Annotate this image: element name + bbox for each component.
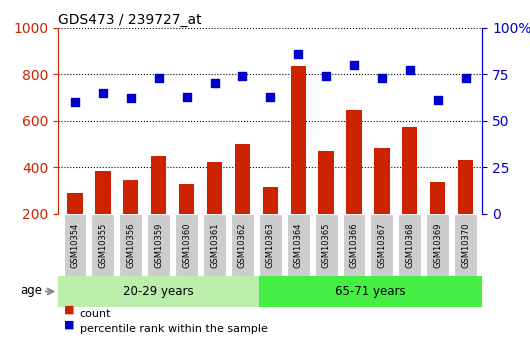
FancyBboxPatch shape <box>203 214 226 276</box>
Bar <box>346 110 361 260</box>
Point <box>322 73 330 79</box>
Bar <box>430 183 445 260</box>
Bar <box>179 184 195 260</box>
Text: GSM10354: GSM10354 <box>70 222 80 268</box>
Point <box>266 94 275 99</box>
Point <box>182 94 191 99</box>
FancyBboxPatch shape <box>147 214 170 276</box>
Text: GSM10368: GSM10368 <box>405 222 414 268</box>
Point <box>210 81 219 86</box>
FancyBboxPatch shape <box>259 214 282 276</box>
FancyBboxPatch shape <box>287 214 310 276</box>
Point <box>405 68 414 73</box>
Text: GSM10369: GSM10369 <box>433 222 442 268</box>
Text: percentile rank within the sample: percentile rank within the sample <box>80 325 267 334</box>
Point <box>350 62 358 68</box>
Bar <box>458 160 473 260</box>
FancyBboxPatch shape <box>58 276 259 307</box>
Bar <box>67 193 83 260</box>
Bar <box>263 187 278 260</box>
Point <box>378 75 386 81</box>
Point <box>71 99 80 105</box>
Bar <box>207 161 222 260</box>
Point <box>99 90 107 96</box>
FancyBboxPatch shape <box>342 214 365 276</box>
Text: GSM10370: GSM10370 <box>461 222 470 268</box>
FancyBboxPatch shape <box>454 214 477 276</box>
Text: 65-71 years: 65-71 years <box>335 285 406 298</box>
Bar <box>374 148 390 260</box>
Text: GSM10367: GSM10367 <box>377 222 386 268</box>
Bar <box>151 156 166 260</box>
Text: GSM10363: GSM10363 <box>266 222 275 268</box>
Bar <box>290 66 306 260</box>
Text: ■: ■ <box>64 304 74 314</box>
Point <box>238 73 246 79</box>
Bar <box>123 180 138 260</box>
FancyBboxPatch shape <box>315 214 338 276</box>
FancyBboxPatch shape <box>64 214 86 276</box>
Text: ■: ■ <box>64 320 74 330</box>
Bar <box>235 144 250 260</box>
Point <box>294 51 303 57</box>
Text: age: age <box>20 284 42 297</box>
Text: GSM10362: GSM10362 <box>238 222 247 268</box>
FancyBboxPatch shape <box>426 214 449 276</box>
Bar <box>319 151 334 260</box>
Point <box>154 75 163 81</box>
Text: GSM10364: GSM10364 <box>294 222 303 268</box>
Point <box>434 98 442 103</box>
Bar <box>402 127 418 260</box>
Point <box>461 75 470 81</box>
FancyBboxPatch shape <box>370 214 393 276</box>
Text: GSM10365: GSM10365 <box>322 222 331 268</box>
Text: GSM10361: GSM10361 <box>210 222 219 268</box>
FancyBboxPatch shape <box>175 214 198 276</box>
FancyBboxPatch shape <box>231 214 254 276</box>
Text: GSM10366: GSM10366 <box>349 222 358 268</box>
FancyBboxPatch shape <box>399 214 421 276</box>
Point <box>127 96 135 101</box>
FancyBboxPatch shape <box>92 214 114 276</box>
FancyBboxPatch shape <box>259 276 482 307</box>
Text: GSM10360: GSM10360 <box>182 222 191 268</box>
Text: GDS473 / 239727_at: GDS473 / 239727_at <box>58 12 202 27</box>
Text: count: count <box>80 309 111 319</box>
Text: GSM10359: GSM10359 <box>154 222 163 268</box>
Text: GSM10355: GSM10355 <box>99 222 108 268</box>
Bar <box>95 171 111 260</box>
Text: GSM10356: GSM10356 <box>126 222 135 268</box>
FancyBboxPatch shape <box>119 214 142 276</box>
Text: 20-29 years: 20-29 years <box>123 285 194 298</box>
